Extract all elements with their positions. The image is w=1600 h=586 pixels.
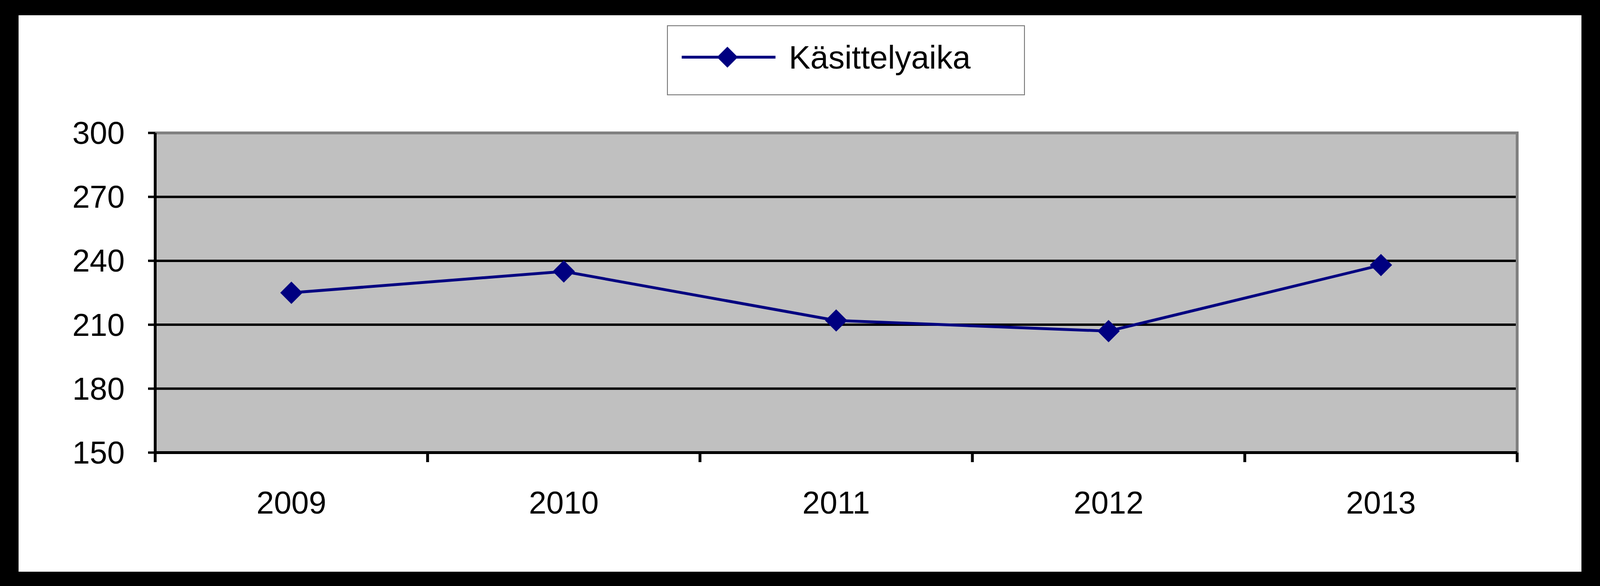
x-tick (971, 452, 974, 462)
marker (1370, 254, 1392, 276)
x-tick-label: 2013 (1345, 484, 1416, 520)
x-tick (153, 452, 157, 462)
grid-line (155, 387, 1518, 390)
y-axis (153, 132, 157, 453)
legend-label: Käsittelyaika (788, 39, 971, 76)
plot-marks (280, 254, 1392, 342)
x-tick-label: 2010 (528, 484, 599, 520)
plot-background (155, 132, 1518, 453)
marker (280, 282, 302, 304)
grid-line (155, 451, 1518, 454)
marker (553, 260, 575, 282)
marker (825, 309, 847, 331)
y-tick-label: 150 (72, 434, 125, 470)
x-tick (698, 452, 702, 462)
x-tick-label: 2011 (802, 484, 871, 520)
x-tick (1243, 452, 1247, 462)
x-axis (155, 450, 1518, 454)
grid-line (155, 259, 1518, 262)
legend-box (667, 25, 1025, 95)
x-tick (426, 452, 429, 462)
chart: 150 180 210 240 270 300 2009 2010 2011 2012 2013 Kä… (0, 0, 1600, 586)
x-tick (1515, 452, 1519, 462)
series-line (291, 264, 1382, 331)
x-tick-label: 2009 (256, 484, 327, 520)
grid-line (155, 195, 1518, 199)
x-tick-label: 2012 (1073, 484, 1144, 520)
y-tick-label: 270 (72, 178, 125, 215)
y-tick-label: 300 (72, 115, 125, 151)
plot-frame (155, 132, 1518, 453)
y-tick-label: 240 (72, 242, 125, 279)
y-tick-label: 180 (72, 370, 125, 407)
page-background (18, 15, 1582, 572)
marker (1098, 320, 1120, 342)
legend-marker (716, 46, 738, 68)
y-tick-label: 210 (72, 307, 125, 343)
